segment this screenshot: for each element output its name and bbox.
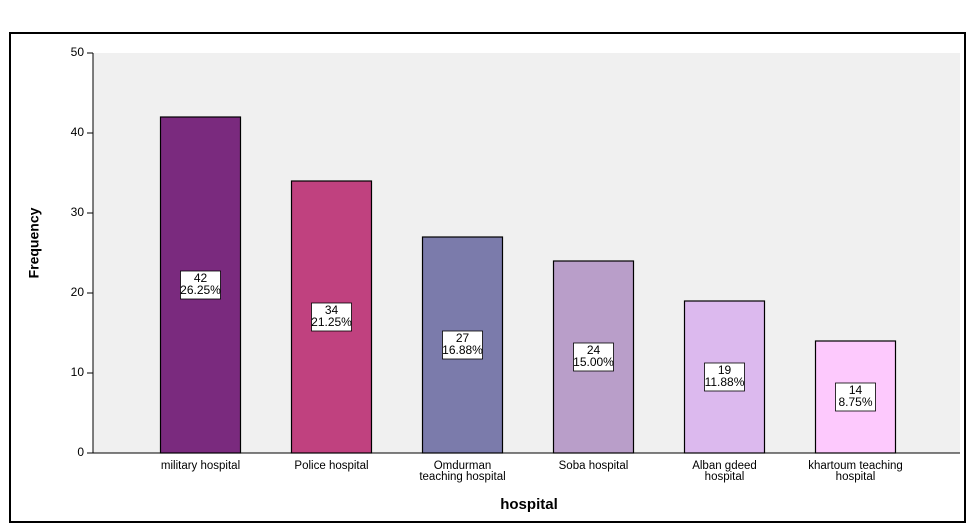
x-tick-label: khartoum teaching hospital <box>808 460 903 483</box>
value-label: 42 <box>194 271 208 285</box>
y-axis-title: Frequency <box>26 207 42 278</box>
value-label: 34 <box>325 303 339 317</box>
value-label-box <box>573 342 614 372</box>
x-tick-label: military hospital <box>160 460 241 472</box>
value-label: 24 <box>587 343 601 357</box>
value-label-box <box>835 382 876 412</box>
percent-label: 16.88% <box>442 343 483 357</box>
percent-label: 26.25% <box>180 283 221 297</box>
x-tick-label: Alban gdeed hospital <box>692 460 757 483</box>
value-label-box <box>704 362 745 392</box>
value-label: 19 <box>718 363 732 377</box>
y-tick-label: 0 <box>77 445 84 459</box>
x-tick-label: Omdurman teaching hospital <box>419 460 506 483</box>
value-label: 14 <box>849 383 863 397</box>
value-label-box <box>311 302 352 332</box>
value-label-box <box>442 330 483 360</box>
y-tick-label: 20 <box>71 285 85 299</box>
x-axis-title: hospital <box>500 496 558 513</box>
x-tick-label: Police hospital <box>294 460 369 472</box>
value-label: 27 <box>456 331 470 345</box>
y-tick-label: 40 <box>71 125 85 139</box>
y-tick-label: 50 <box>71 45 85 59</box>
frame <box>9 32 966 523</box>
y-tick-label: 30 <box>71 205 85 219</box>
percent-label: 8.75% <box>838 395 872 409</box>
x-tick-label: Soba hospital <box>558 460 629 472</box>
y-tick-label: 10 <box>71 365 85 379</box>
percent-label: 15.00% <box>573 355 614 369</box>
value-label-box <box>180 270 221 300</box>
percent-label: 21.25% <box>311 315 352 329</box>
percent-label: 11.88% <box>705 375 745 389</box>
